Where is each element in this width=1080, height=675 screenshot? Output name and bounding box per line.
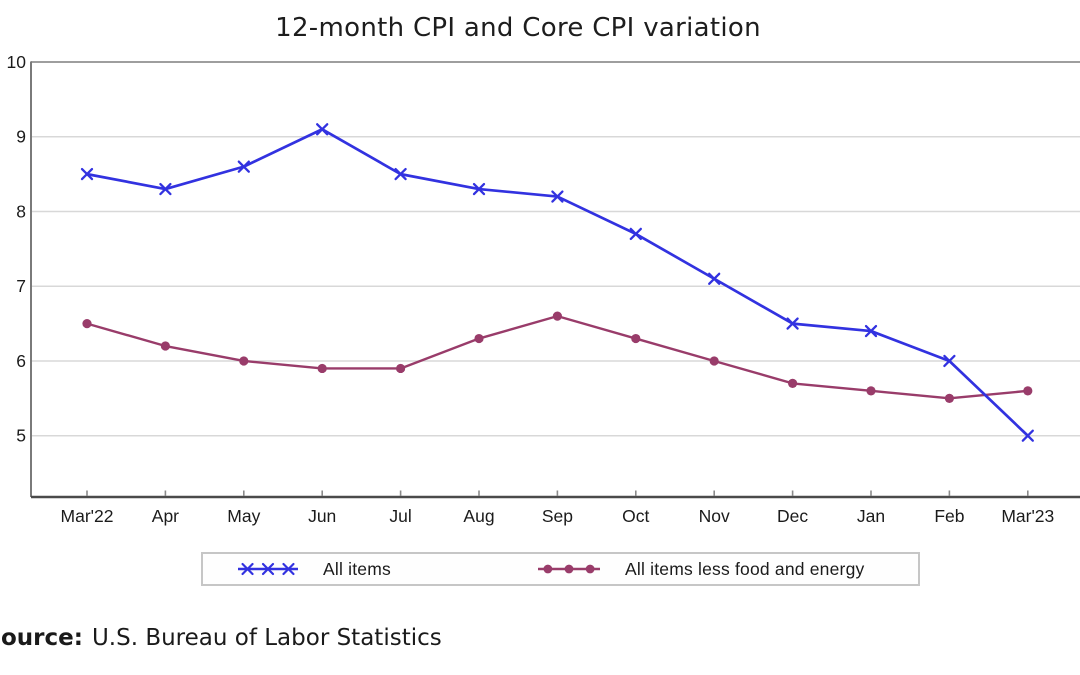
svg-text:Dec: Dec <box>777 506 808 526</box>
all-items-line-swatch-icon <box>238 562 298 576</box>
svg-text:Jul: Jul <box>389 506 411 526</box>
svg-text:Nov: Nov <box>699 506 730 526</box>
svg-text:May: May <box>227 506 260 526</box>
svg-text:Oct: Oct <box>622 506 649 526</box>
svg-text:Aug: Aug <box>463 506 494 526</box>
source-note: ource: U.S. Bureau of Labor Statistics <box>1 625 442 651</box>
legend-item-all-items: All items <box>237 554 391 584</box>
legend-label-core: All items less food and energy <box>625 558 865 579</box>
svg-text:Sep: Sep <box>542 506 573 526</box>
axes <box>30 61 1080 499</box>
source-note-text: U.S. Bureau of Labor Statistics <box>91 625 442 651</box>
legend: All items All items less food and energy <box>201 552 920 586</box>
svg-text:Apr: Apr <box>152 506 179 526</box>
svg-text:5: 5 <box>16 426 26 446</box>
svg-text:8: 8 <box>16 201 26 221</box>
svg-text:9: 9 <box>16 127 26 147</box>
svg-text:Jan: Jan <box>857 506 885 526</box>
svg-text:Mar'23: Mar'23 <box>1001 506 1054 526</box>
core-line-swatch-icon <box>538 564 600 574</box>
series-core-cpi <box>82 311 1033 403</box>
x-ticks <box>86 490 1029 496</box>
y-axis-labels: 5 6 7 8 9 10 <box>7 52 27 446</box>
series-all-items <box>80 123 1034 442</box>
y-gridlines <box>31 61 1080 437</box>
legend-item-core: All items less food and energy <box>537 554 864 584</box>
svg-text:Feb: Feb <box>934 506 964 526</box>
svg-text:Jun: Jun <box>308 506 336 526</box>
source-note-label: ource: <box>1 625 83 651</box>
legend-label-all-items: All items <box>323 558 391 579</box>
svg-text:6: 6 <box>16 351 26 371</box>
svg-text:Mar'22: Mar'22 <box>61 506 114 526</box>
svg-text:7: 7 <box>16 276 26 296</box>
svg-text:10: 10 <box>7 52 27 72</box>
x-axis-labels: Mar'22 Apr May Jun Jul Aug Sep Oct Nov Dec Jan Feb M… <box>61 506 1055 526</box>
chart-title: 12-month CPI and Core CPI variation <box>275 13 761 43</box>
